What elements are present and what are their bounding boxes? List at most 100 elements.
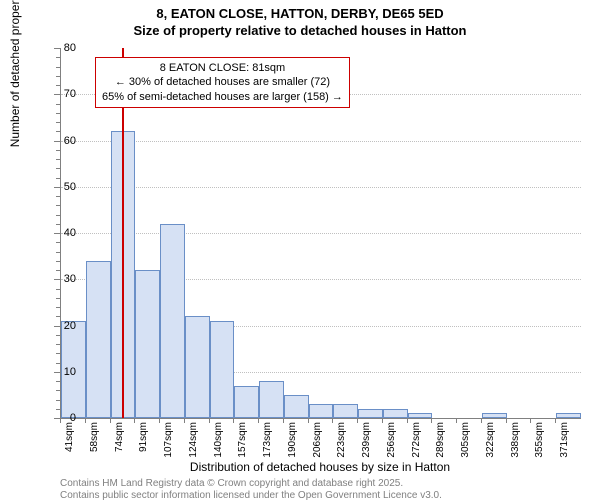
gridline: [61, 233, 581, 234]
chart-title: 8, EATON CLOSE, HATTON, DERBY, DE65 5ED: [0, 0, 600, 23]
yminor-mark: [56, 381, 60, 382]
yminor-mark: [56, 215, 60, 216]
yminor-mark: [56, 196, 60, 197]
xtick-label: 74sqm: [114, 422, 125, 464]
ytick-label: 60: [46, 135, 76, 147]
ytick-label: 40: [46, 227, 76, 239]
xtick-label: 124sqm: [188, 422, 199, 464]
xtick-mark: [481, 418, 482, 423]
histogram-bar: [358, 409, 383, 418]
yminor-mark: [56, 76, 60, 77]
histogram-bar: [259, 381, 284, 418]
xtick-mark: [134, 418, 135, 423]
yminor-mark: [56, 150, 60, 151]
ytick-label: 10: [46, 366, 76, 378]
histogram-bar: [482, 413, 507, 418]
xtick-label: 107sqm: [163, 422, 174, 464]
xtick-label: 272sqm: [411, 422, 422, 464]
annotation-line3: 65% of semi-detached houses are larger (…: [102, 90, 343, 104]
xtick-label: 239sqm: [361, 422, 372, 464]
xtick-label: 190sqm: [287, 422, 298, 464]
yminor-mark: [56, 178, 60, 179]
xtick-mark: [283, 418, 284, 423]
xtick-label: 322sqm: [485, 422, 496, 464]
yminor-mark: [56, 390, 60, 391]
xtick-label: 305sqm: [460, 422, 471, 464]
yminor-mark: [56, 261, 60, 262]
yminor-mark: [56, 57, 60, 58]
xtick-mark: [184, 418, 185, 423]
histogram-bar: [234, 386, 259, 418]
yminor-mark: [56, 298, 60, 299]
histogram-bar: [210, 321, 235, 418]
yminor-mark: [56, 270, 60, 271]
yminor-mark: [56, 104, 60, 105]
xtick-label: 338sqm: [510, 422, 521, 464]
xtick-label: 256sqm: [386, 422, 397, 464]
ytick-label: 70: [46, 88, 76, 100]
yminor-mark: [56, 168, 60, 169]
arrow-left-icon: ←: [115, 76, 129, 88]
yminor-mark: [56, 289, 60, 290]
xtick-mark: [110, 418, 111, 423]
annotation-line2: ← 30% of detached houses are smaller (72…: [102, 75, 343, 89]
yminor-mark: [56, 344, 60, 345]
chart-subtitle: Size of property relative to detached ho…: [0, 23, 600, 38]
yminor-mark: [56, 67, 60, 68]
histogram-bar: [185, 316, 210, 418]
ytick-label: 30: [46, 273, 76, 285]
xtick-label: 157sqm: [237, 422, 248, 464]
xtick-mark: [233, 418, 234, 423]
histogram-bar: [309, 404, 334, 418]
y-axis-label: Number of detached properties: [8, 0, 22, 147]
histogram-bar: [408, 413, 433, 418]
xtick-mark: [258, 418, 259, 423]
xtick-mark: [60, 418, 61, 423]
footer-attribution: Contains HM Land Registry data © Crown c…: [60, 478, 442, 502]
yminor-mark: [56, 131, 60, 132]
histogram-bar: [383, 409, 408, 418]
yminor-mark: [56, 159, 60, 160]
xtick-mark: [85, 418, 86, 423]
xtick-mark: [209, 418, 210, 423]
histogram-bar: [135, 270, 160, 418]
xtick-mark: [506, 418, 507, 423]
xtick-label: 289sqm: [435, 422, 446, 464]
xtick-mark: [357, 418, 358, 423]
yminor-mark: [56, 353, 60, 354]
histogram-bar: [86, 261, 111, 418]
yminor-mark: [56, 113, 60, 114]
ytick-label: 20: [46, 320, 76, 332]
xtick-label: 140sqm: [213, 422, 224, 464]
xtick-label: 41sqm: [64, 422, 75, 464]
yminor-mark: [56, 409, 60, 410]
yminor-mark: [56, 307, 60, 308]
xtick-label: 91sqm: [138, 422, 149, 464]
ytick-label: 50: [46, 181, 76, 193]
yminor-mark: [56, 242, 60, 243]
gridline: [61, 141, 581, 142]
histogram-bar: [556, 413, 581, 418]
xtick-mark: [382, 418, 383, 423]
xtick-label: 206sqm: [312, 422, 323, 464]
yminor-mark: [56, 400, 60, 401]
histogram-bar: [333, 404, 358, 418]
xtick-mark: [456, 418, 457, 423]
annotation-line1: 8 EATON CLOSE: 81sqm: [102, 61, 343, 75]
xtick-mark: [308, 418, 309, 423]
xtick-mark: [332, 418, 333, 423]
chart-container: 8, EATON CLOSE, HATTON, DERBY, DE65 5ED …: [0, 0, 600, 500]
xtick-label: 58sqm: [89, 422, 100, 464]
footer-line-2: Contains public sector information licen…: [60, 490, 442, 502]
xtick-mark: [555, 418, 556, 423]
histogram-bar: [160, 224, 185, 418]
yminor-mark: [56, 363, 60, 364]
xtick-mark: [431, 418, 432, 423]
xtick-label: 173sqm: [262, 422, 273, 464]
yminor-mark: [56, 122, 60, 123]
histogram-bar: [284, 395, 309, 418]
gridline: [61, 187, 581, 188]
xtick-mark: [530, 418, 531, 423]
yminor-mark: [56, 252, 60, 253]
ytick-label: 80: [46, 42, 76, 54]
